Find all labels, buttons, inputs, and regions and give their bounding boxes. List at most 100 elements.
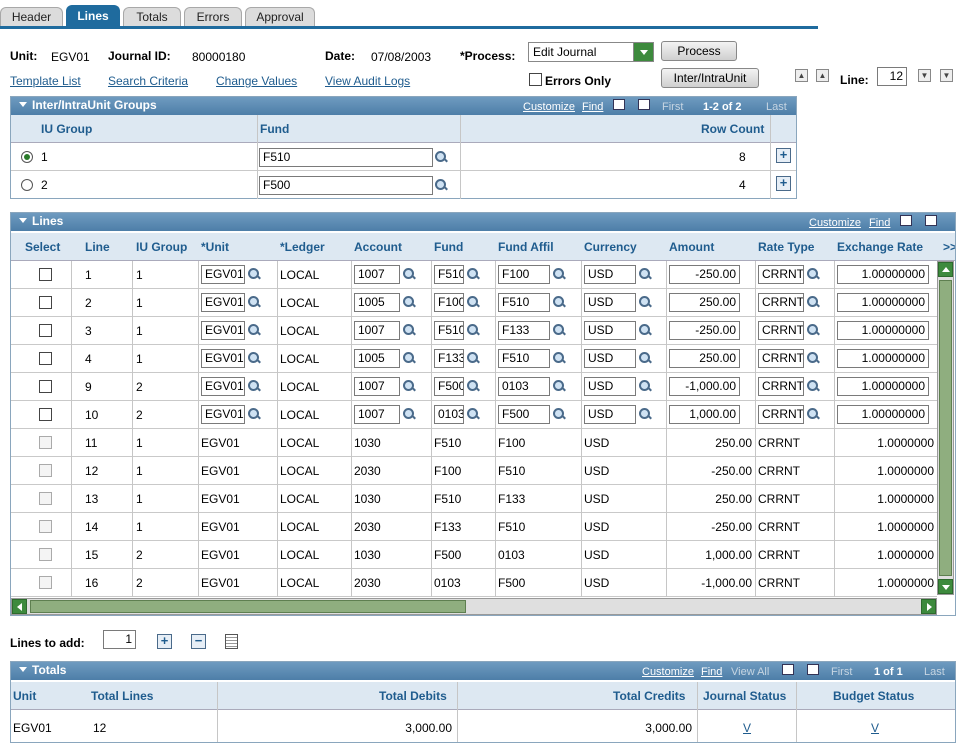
totals-find-link[interactable]: Find: [701, 666, 723, 678]
row-select-checkbox[interactable]: [39, 296, 52, 309]
search-icon[interactable]: [807, 380, 820, 393]
search-icon[interactable]: [403, 268, 416, 281]
line-input[interactable]: 12: [877, 67, 907, 86]
search-icon[interactable]: [639, 268, 652, 281]
amount-input[interactable]: 250.00: [669, 349, 740, 368]
search-icon[interactable]: [248, 352, 261, 365]
rate-type-input[interactable]: CRRNT: [758, 349, 804, 368]
fund-affil-input[interactable]: F510: [498, 293, 550, 312]
search-icon[interactable]: [467, 296, 480, 309]
search-icon[interactable]: [807, 296, 820, 309]
search-icon[interactable]: [403, 352, 416, 365]
exchange-rate-input[interactable]: 1.00000000: [837, 321, 929, 340]
search-icon[interactable]: [248, 296, 261, 309]
fund-input[interactable]: F510: [434, 265, 464, 284]
add-lines-plus-icon[interactable]: +: [157, 634, 172, 649]
unit-input[interactable]: EGV01: [201, 405, 245, 424]
previous-icon[interactable]: ▲: [816, 69, 829, 82]
rate-type-input[interactable]: CRRNT: [758, 265, 804, 284]
template-list-link[interactable]: Template List: [10, 74, 81, 88]
rate-type-input[interactable]: CRRNT: [758, 293, 804, 312]
download-icon[interactable]: [807, 664, 819, 675]
iu-fund-input[interactable]: F500: [259, 176, 433, 195]
horizontal-scroll-thumb[interactable]: [30, 600, 466, 613]
totals-title[interactable]: Totals: [19, 663, 66, 677]
search-icon[interactable]: [467, 380, 480, 393]
row-select-checkbox[interactable]: [39, 268, 52, 281]
account-input[interactable]: 1005: [354, 349, 400, 368]
expand-plus-icon[interactable]: +: [776, 176, 791, 191]
iu-customize-link[interactable]: Customize: [523, 101, 575, 113]
search-icon[interactable]: [248, 408, 261, 421]
search-criteria-link[interactable]: Search Criteria: [108, 74, 189, 88]
account-input[interactable]: 1007: [354, 321, 400, 340]
amount-input[interactable]: -1,000.00: [669, 377, 740, 396]
unit-input[interactable]: EGV01: [201, 293, 245, 312]
expand-plus-icon[interactable]: +: [776, 148, 791, 163]
delete-lines-minus-icon[interactable]: −: [191, 634, 206, 649]
account-input[interactable]: 1007: [354, 265, 400, 284]
tab-lines[interactable]: Lines: [66, 5, 120, 27]
search-icon[interactable]: [807, 352, 820, 365]
fund-affil-input[interactable]: F510: [498, 349, 550, 368]
search-icon[interactable]: [807, 324, 820, 337]
errors-only-checkbox[interactable]: [529, 73, 542, 86]
iu-row-radio[interactable]: [21, 179, 33, 191]
fund-input[interactable]: F500: [434, 377, 464, 396]
iu-row-radio[interactable]: [21, 151, 33, 163]
search-icon[interactable]: [403, 324, 416, 337]
iu-groups-title[interactable]: Inter/IntraUnit Groups: [19, 98, 157, 112]
tab-totals[interactable]: Totals: [123, 7, 181, 27]
view-all-icon[interactable]: [900, 215, 912, 226]
lines-to-add-input[interactable]: 1: [103, 630, 136, 649]
scroll-left-icon[interactable]: [12, 599, 27, 614]
process-select[interactable]: Edit Journal: [528, 42, 654, 62]
fund-affil-input[interactable]: F133: [498, 321, 550, 340]
exchange-rate-input[interactable]: 1.00000000: [837, 349, 929, 368]
fund-input[interactable]: F510: [434, 321, 464, 340]
exchange-rate-input[interactable]: 1.00000000: [837, 265, 929, 284]
search-icon[interactable]: [639, 324, 652, 337]
fund-input[interactable]: F133: [434, 349, 464, 368]
lines-find-link[interactable]: Find: [869, 217, 891, 229]
download-icon[interactable]: [638, 99, 650, 110]
search-icon[interactable]: [435, 151, 448, 164]
scroll-up-icon[interactable]: [938, 262, 953, 277]
vertical-scroll-thumb[interactable]: [939, 280, 952, 576]
totals-view-all-label[interactable]: View All: [731, 666, 770, 678]
process-button[interactable]: Process: [661, 41, 737, 61]
tab-errors[interactable]: Errors: [184, 7, 242, 27]
search-icon[interactable]: [435, 179, 448, 192]
lines-vertical-scrollbar[interactable]: [937, 261, 954, 595]
rate-type-input[interactable]: CRRNT: [758, 321, 804, 340]
currency-input[interactable]: USD: [584, 293, 636, 312]
search-icon[interactable]: [639, 296, 652, 309]
scroll-down-icon[interactable]: [938, 579, 953, 594]
search-icon[interactable]: [553, 296, 566, 309]
search-icon[interactable]: [467, 408, 480, 421]
row-select-checkbox[interactable]: [39, 408, 52, 421]
calculator-icon[interactable]: [225, 634, 238, 649]
search-icon[interactable]: [467, 268, 480, 281]
row-select-checkbox[interactable]: [39, 324, 52, 337]
search-icon[interactable]: [807, 408, 820, 421]
search-icon[interactable]: [248, 324, 261, 337]
iu-fund-input[interactable]: F510: [259, 148, 433, 167]
search-icon[interactable]: [403, 296, 416, 309]
fund-affil-input[interactable]: 0103: [498, 377, 550, 396]
change-values-link[interactable]: Change Values: [216, 74, 298, 88]
fund-affil-input[interactable]: F100: [498, 265, 550, 284]
top-icon[interactable]: ▲: [795, 69, 808, 82]
totals-customize-link[interactable]: Customize: [642, 666, 694, 678]
search-icon[interactable]: [553, 324, 566, 337]
search-icon[interactable]: [403, 408, 416, 421]
download-icon[interactable]: [925, 215, 937, 226]
view-audit-logs-link[interactable]: View Audit Logs: [325, 74, 411, 88]
search-icon[interactable]: [553, 408, 566, 421]
budget-status-link[interactable]: V: [871, 721, 880, 735]
exchange-rate-input[interactable]: 1.00000000: [837, 405, 929, 424]
fund-input[interactable]: 0103: [434, 405, 464, 424]
search-icon[interactable]: [553, 380, 566, 393]
lines-title[interactable]: Lines: [19, 214, 63, 228]
iu-first-label[interactable]: First: [662, 101, 684, 113]
